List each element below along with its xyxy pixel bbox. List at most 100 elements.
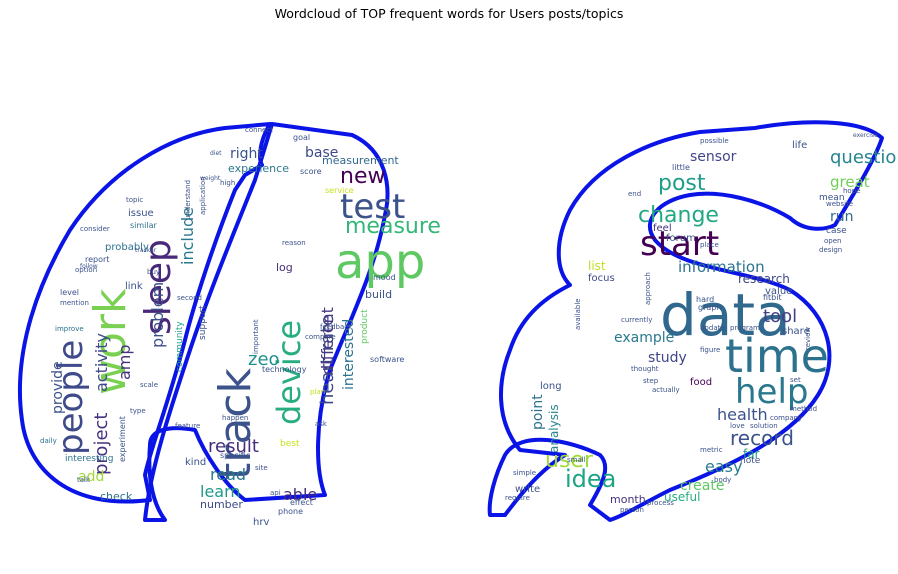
word-program: program (730, 324, 760, 332)
word-example: example (614, 330, 674, 346)
word-write: write (515, 484, 540, 495)
word-research: research (738, 272, 790, 286)
word-require: require (505, 494, 530, 502)
word-life: life (792, 140, 807, 151)
word-user: user (545, 448, 594, 473)
word-community: community (175, 321, 185, 372)
word-note: note (740, 456, 761, 466)
word-activity: activity (92, 333, 111, 392)
word-place: place (700, 241, 719, 249)
word-mention: mention (60, 299, 89, 307)
word-simple: simple (513, 469, 536, 477)
word-feel: feel (653, 223, 672, 234)
mask-outline-q-stem (143, 122, 390, 522)
word-step: step (643, 377, 659, 385)
word-value: value (765, 286, 792, 297)
word-product: product (360, 309, 370, 344)
word-build: build (365, 288, 392, 301)
word-forum: forum (666, 233, 696, 244)
word-method: method (790, 405, 817, 413)
word-application: application (199, 176, 207, 215)
word-little: little (672, 163, 690, 172)
word-ask: ask (315, 420, 328, 428)
word-person: person (620, 506, 644, 514)
word-design: design (819, 246, 842, 254)
word-type: type (130, 407, 146, 415)
word-people: people (51, 340, 91, 455)
word-reason: reason (282, 239, 306, 247)
word-body: body (714, 476, 731, 484)
word-data: data (660, 281, 791, 349)
word-learn: learn (200, 482, 241, 501)
word-option: option (75, 266, 97, 274)
word-help: help (735, 372, 809, 412)
word-level: level (60, 288, 79, 297)
word-project: project (91, 413, 112, 475)
word-test: test (340, 187, 405, 227)
word-love: love (730, 422, 745, 430)
word-add: add (78, 469, 104, 485)
word-api: api (270, 489, 281, 497)
word-report: report (85, 255, 109, 264)
word-compare: compare (305, 333, 336, 341)
word-second: second (177, 294, 202, 302)
word-long: long (540, 381, 562, 392)
word-goal: goal (293, 133, 310, 142)
word-metric: metric (700, 446, 723, 454)
word-similar: similar (130, 221, 158, 230)
word-open: open (824, 237, 841, 245)
word-app: app (335, 234, 425, 290)
word-scale: scale (140, 381, 158, 389)
word-small: small (567, 456, 586, 464)
word-support: support (198, 305, 208, 340)
word-sensor: sensor (690, 149, 737, 165)
word-best: best (280, 439, 300, 449)
word-daily: daily (40, 437, 57, 445)
word-thought: thought (631, 365, 659, 373)
word-happen: happen (222, 414, 248, 422)
word-graph: graph (698, 303, 721, 312)
word-idea: idea (565, 465, 616, 493)
word-feature: feature (175, 422, 200, 430)
word-hope: hope (843, 187, 860, 195)
word-information: information (678, 258, 765, 276)
word-problem: problem (148, 282, 167, 348)
word-measurement: measurement (322, 154, 399, 167)
word-website: website (826, 200, 853, 208)
word-talk: talk (77, 476, 91, 484)
word-post: post (658, 171, 706, 196)
word-hrv: hrv (253, 517, 269, 528)
word-available: available (574, 298, 582, 330)
word-zeo: zeo (248, 349, 280, 370)
word-heart-rate: heart rate (317, 315, 338, 405)
word-probably: probably (105, 242, 149, 253)
word-different: different (318, 307, 337, 375)
word-analysis: analysis (547, 404, 561, 453)
word-useful: useful (664, 490, 700, 504)
word-process: process (647, 499, 674, 507)
word-feedback: feedback (320, 323, 353, 331)
word-interested: interested (341, 319, 357, 390)
word-exercise: exercise (853, 132, 878, 139)
word-include: include (178, 207, 197, 265)
word-fitbit: fitbit (763, 293, 782, 302)
word-mean: mean (819, 193, 845, 203)
word-experiment: experiment (118, 416, 127, 462)
word-mood: mood (373, 273, 396, 282)
mask-outline-s (487, 120, 884, 522)
word-understand: understand (184, 180, 192, 220)
word-phone: phone (278, 507, 303, 516)
figure-title: Wordcloud of TOP frequent words for User… (274, 6, 624, 21)
word-start: start (640, 224, 719, 264)
word-amp: amp (115, 344, 134, 380)
word-work: work (85, 288, 136, 395)
word-update: update (700, 324, 725, 332)
word-effect: effect (290, 498, 313, 507)
word-tracker: tracker (135, 247, 157, 254)
word-far: far (743, 447, 760, 461)
word-end: end (628, 190, 641, 198)
word-approach: approach (644, 272, 652, 305)
word-experience: experience (228, 162, 289, 175)
